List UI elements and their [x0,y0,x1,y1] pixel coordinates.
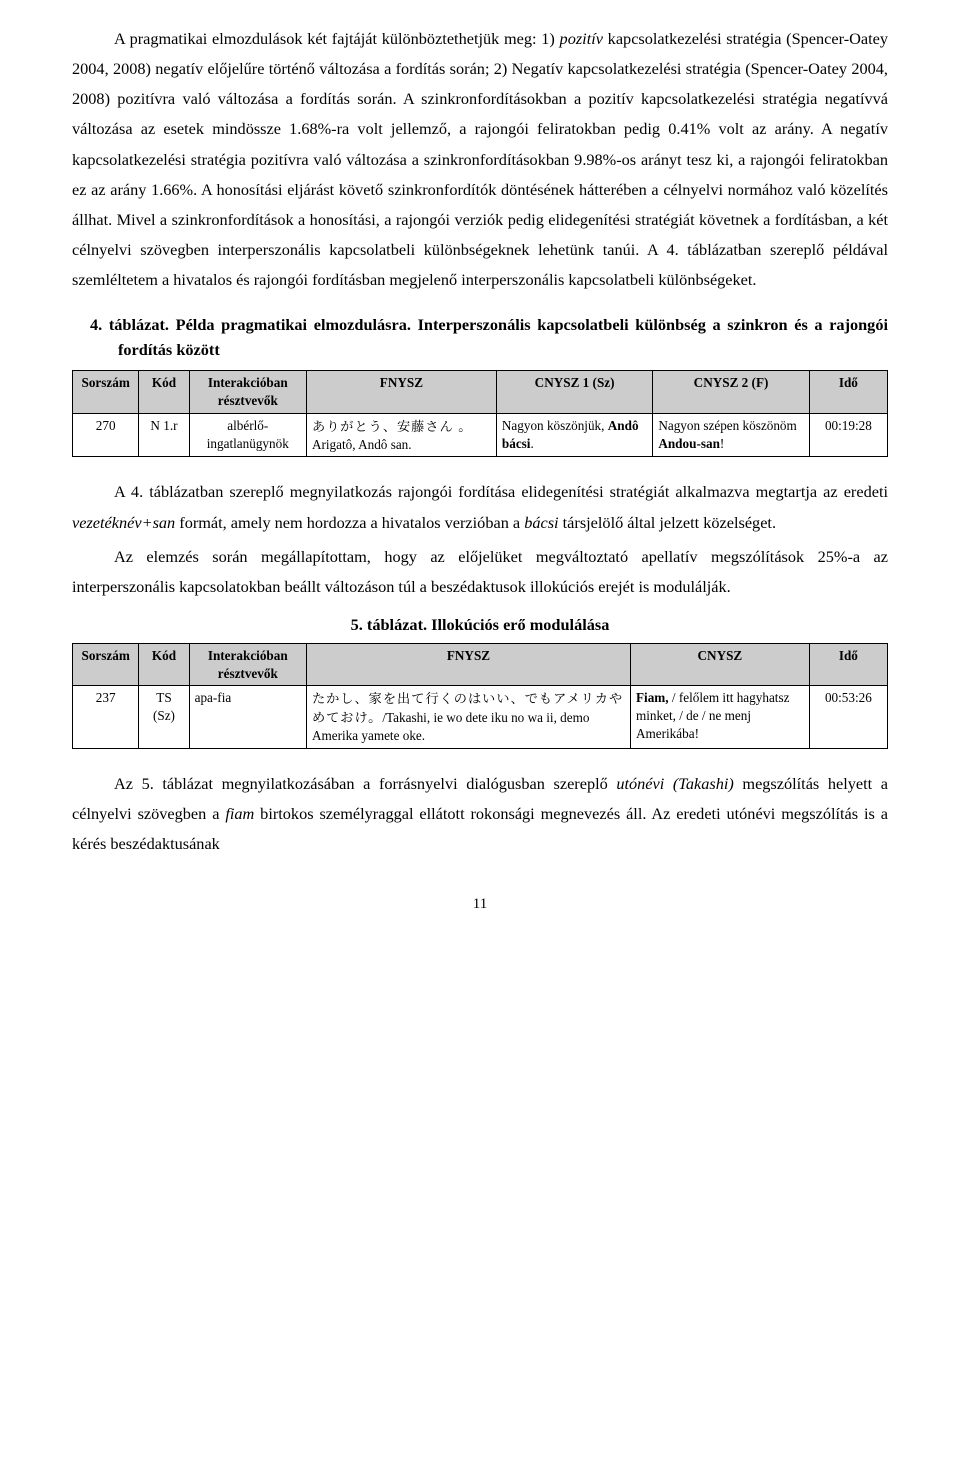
th-resztvevok: Interakcióban résztvevők [189,371,306,414]
paragraph-1: A pragmatikai elmozdulások két fajtáját … [72,24,888,295]
th-fnysz: FNYSZ [306,643,630,686]
cell-resztvevok: apa-fia [189,686,306,748]
th-cnysz1: CNYSZ 1 (Sz) [496,371,652,414]
th-ido: Idő [809,371,887,414]
paragraph-3: Az elemzés során megállapítottam, hogy a… [72,542,888,602]
cell-resztvevok: albérlő-ingatlanügynök [189,413,306,457]
table-5-heading: 5. táblázat. Illokúciós erő modulálása [72,614,888,637]
paragraph-4: Az 5. táblázat megnyilatkozásában a forr… [72,769,888,859]
cell-fnysz: ありがとう、安藤さん 。 Arigatô, Andô san. [306,413,496,457]
cell-cnysz2: Nagyon szépen köszönöm Andou-san! [653,413,809,457]
table-4-heading: 4. táblázat. Példa pragmatikai elmozdulá… [118,313,888,362]
th-cnysz: CNYSZ [630,643,809,686]
cell-ido: 00:19:28 [809,413,887,457]
cell-kod: TS (Sz) [139,686,189,748]
th-sorszam: Sorszám [73,643,139,686]
table-5: Sorszám Kód Interakcióban résztvevők FNY… [72,643,888,749]
table-row: 270 N 1.r albérlő-ingatlanügynök ありがとう、安… [73,413,888,457]
th-kod: Kód [139,643,189,686]
th-cnysz2: CNYSZ 2 (F) [653,371,809,414]
cell-sorszam: 270 [73,413,139,457]
cell-kod: N 1.r [139,413,189,457]
table-row: Sorszám Kód Interakcióban résztvevők FNY… [73,371,888,414]
th-fnysz: FNYSZ [306,371,496,414]
cell-cnysz: Fiam, / felőlem itt hagyhatsz minket, / … [630,686,809,748]
table-4: Sorszám Kód Interakcióban résztvevők FNY… [72,370,888,457]
th-resztvevok: Interakcióban résztvevők [189,643,306,686]
cell-cnysz1: Nagyon köszönjük, Andô bácsi. [496,413,652,457]
cell-fnysz: たかし、家を出て行くのはいい、でもアメリカやめておけ。/Takashi, ie … [306,686,630,748]
paragraph-2: A 4. táblázatban szereplő megnyilatkozás… [72,477,888,537]
cell-ido: 00:53:26 [809,686,887,748]
table-row: 237 TS (Sz) apa-fia たかし、家を出て行くのはいい、でもアメリ… [73,686,888,748]
th-sorszam: Sorszám [73,371,139,414]
th-kod: Kód [139,371,189,414]
cell-sorszam: 237 [73,686,139,748]
page-number: 11 [72,897,888,912]
th-ido: Idő [809,643,887,686]
table-row: Sorszám Kód Interakcióban résztvevők FNY… [73,643,888,686]
